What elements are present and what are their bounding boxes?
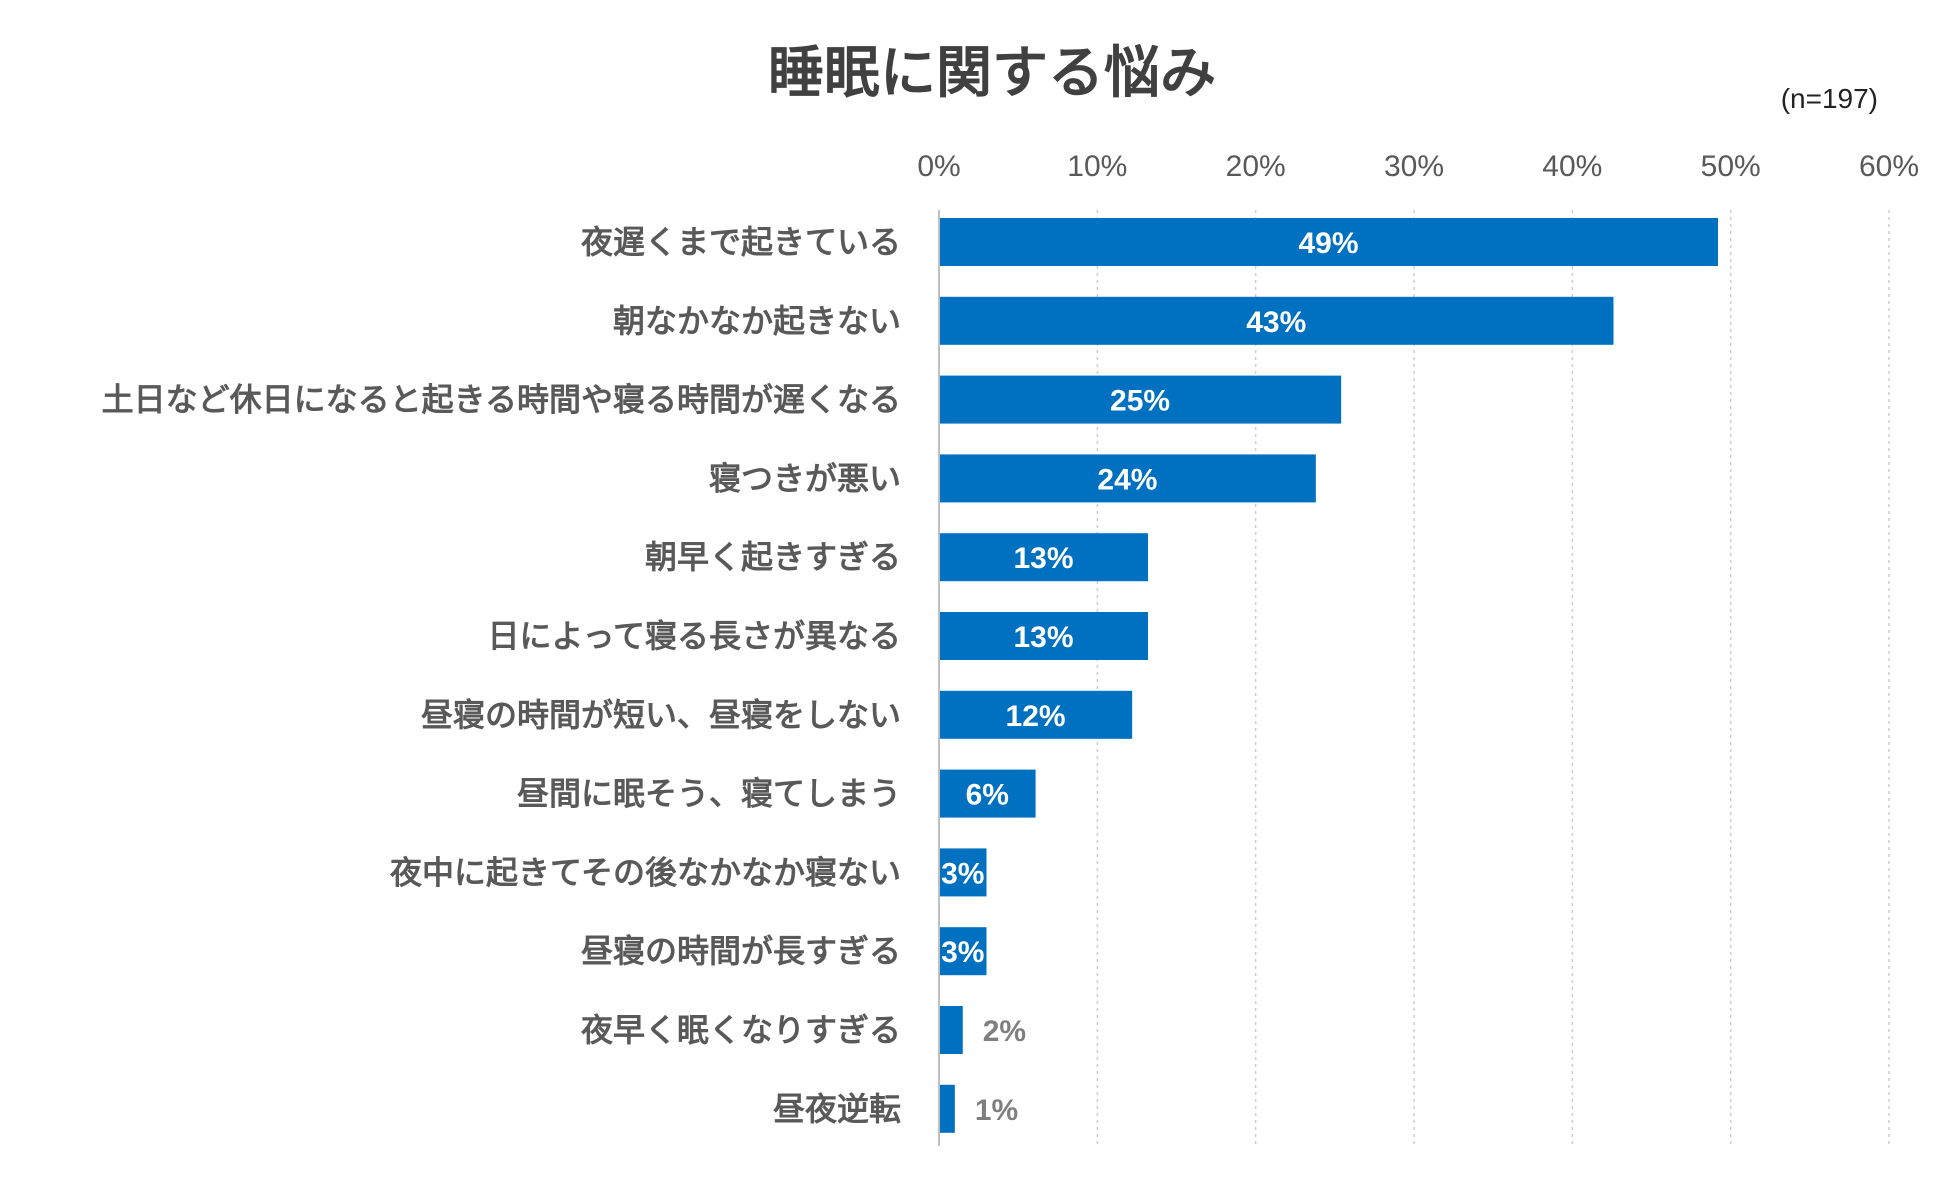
value-label: 25% — [1110, 385, 1170, 418]
x-tick-label: 40% — [1542, 150, 1602, 183]
bar — [939, 612, 1148, 660]
sample-size-note: (n=197) — [1781, 83, 1878, 114]
chart-title: 睡眠に関する悩み — [768, 41, 1216, 106]
value-label: 12% — [1006, 700, 1066, 733]
bar — [939, 848, 987, 897]
value-label: 6% — [966, 779, 1009, 812]
bar — [939, 690, 1133, 739]
category-labels: 夜遅くまで起きている朝なかなか起きない土日など休日になると起きる時間や寝る時間が… — [102, 223, 901, 1128]
value-label: 49% — [1298, 227, 1358, 260]
bar — [939, 533, 1148, 582]
value-label: 13% — [1013, 621, 1073, 654]
category-label: 昼夜逆転 — [773, 1090, 901, 1128]
x-axis-ticks: 0% 10% 20% 30% 40% 50% 60% — [917, 150, 1919, 183]
category-label: 昼寝の時間が長すぎる — [581, 932, 901, 970]
value-label: 1% — [975, 1094, 1018, 1127]
bar — [939, 454, 1316, 503]
bars — [939, 218, 1718, 1133]
x-tick-label: 0% — [917, 150, 960, 183]
gridlines — [1096, 210, 1890, 1146]
category-label: 昼寝の時間が短い、昼寝をしない — [421, 696, 901, 734]
value-label: 3% — [941, 857, 984, 890]
category-label: 日によって寝る長さが異なる — [488, 617, 901, 655]
value-label: 3% — [941, 936, 984, 969]
x-tick-label: 30% — [1384, 150, 1444, 183]
value-labels: 49% 43% 25% 24% 13% 13% 12% 6% 3% 3% 2% 1% — [941, 227, 1358, 1127]
x-tick-label: 60% — [1859, 150, 1919, 183]
x-tick-label: 20% — [1226, 150, 1286, 183]
bar — [939, 296, 1614, 345]
bar — [939, 769, 1036, 818]
category-label: 昼間に眠そう、寝てしまう — [517, 775, 901, 813]
bar — [939, 927, 987, 976]
category-label: 寝つきが悪い — [709, 459, 901, 497]
category-label: 夜中に起きてその後なかなか寝ない — [389, 853, 901, 891]
category-label: 朝なかなか起きない — [613, 302, 901, 340]
bar — [939, 218, 1718, 266]
category-label: 夜早く眠くなりすぎる — [580, 1011, 901, 1049]
category-label: 夜遅くまで起きている — [580, 223, 901, 261]
value-label: 13% — [1013, 542, 1073, 575]
bar — [939, 1084, 955, 1133]
bar — [939, 1006, 963, 1054]
value-label: 2% — [983, 1015, 1026, 1048]
x-tick-label: 50% — [1701, 150, 1761, 183]
category-label: 朝早く起きすぎる — [645, 538, 901, 576]
x-tick-label: 10% — [1067, 150, 1127, 183]
category-label: 土日など休日になると起きる時間や寝る時間が遅くなる — [102, 381, 901, 419]
value-label: 43% — [1246, 306, 1306, 339]
bar — [939, 375, 1342, 424]
value-label: 24% — [1097, 463, 1157, 496]
